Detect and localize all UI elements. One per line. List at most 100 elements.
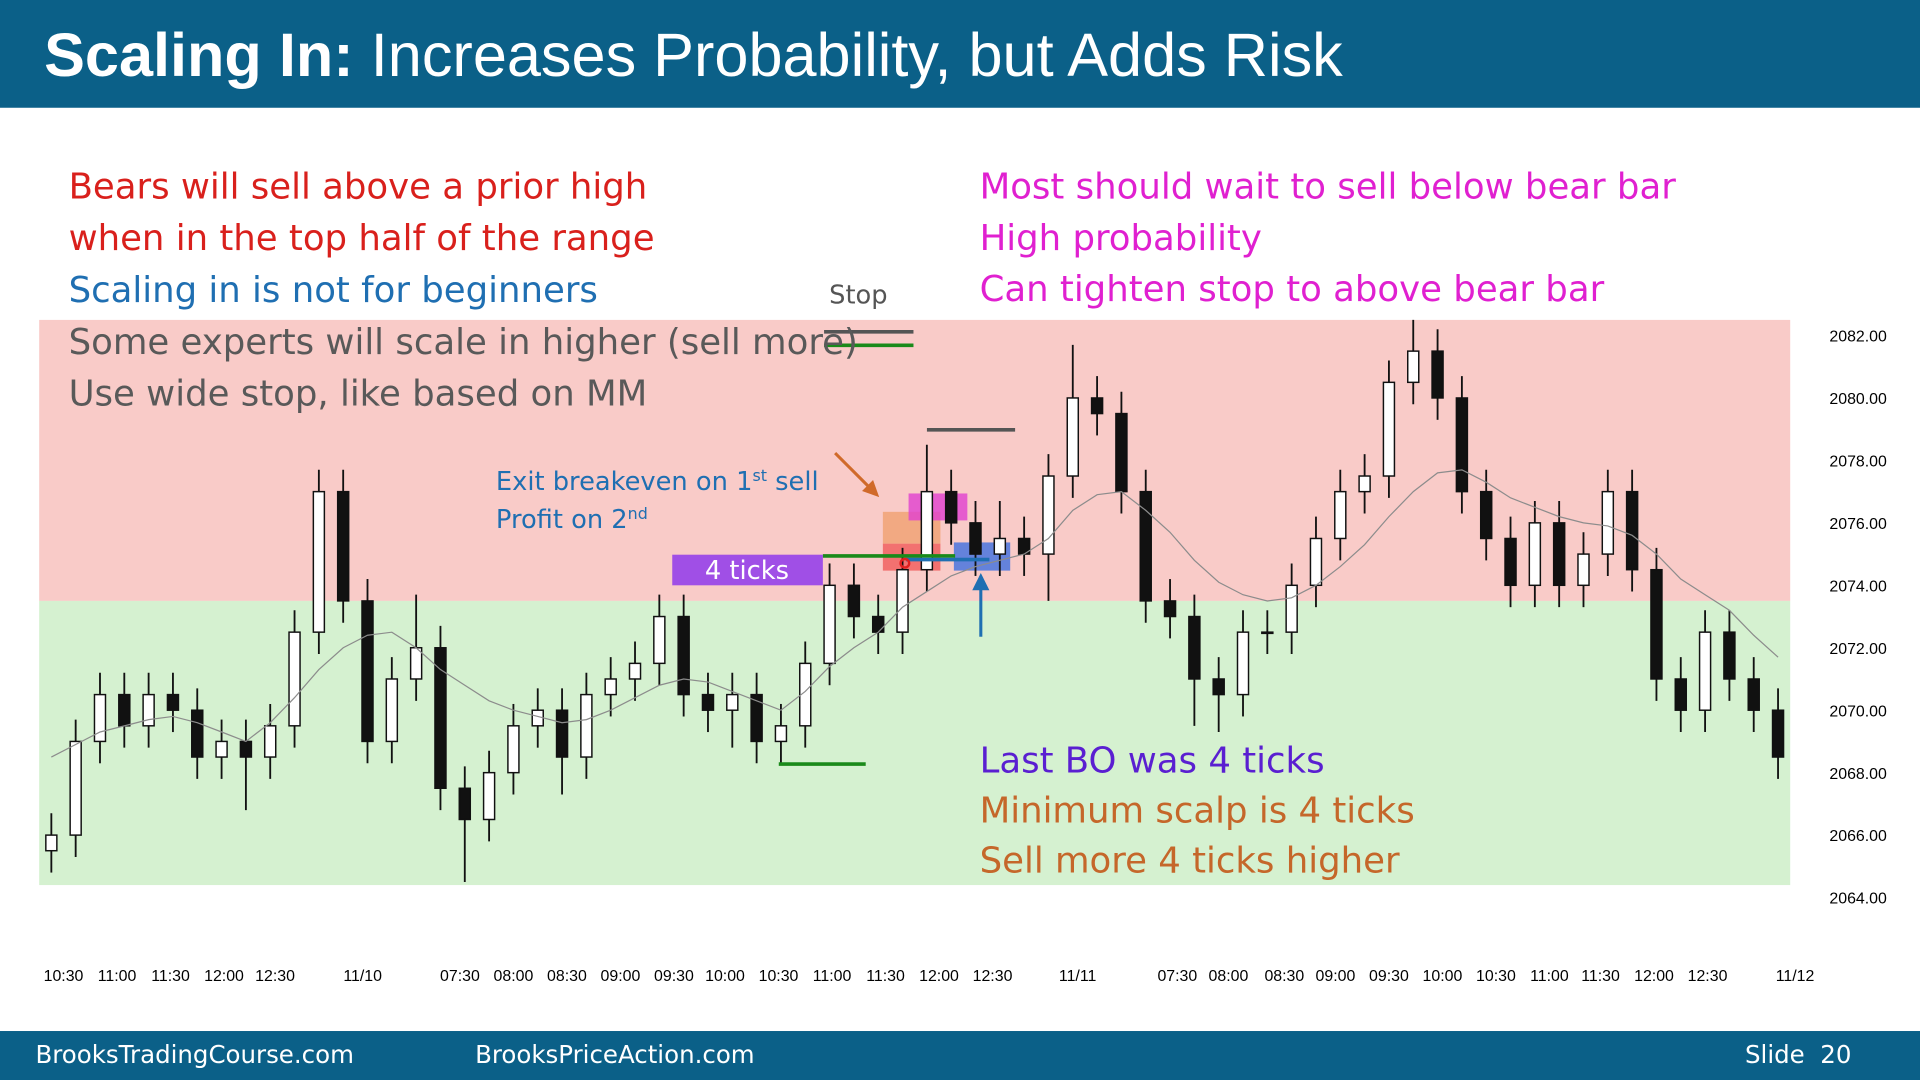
candle-body bbox=[920, 490, 934, 571]
candle-body bbox=[312, 490, 326, 633]
x-tick-label: 10:00 bbox=[705, 968, 745, 985]
candle-body bbox=[1139, 490, 1152, 602]
candle-body bbox=[726, 693, 739, 711]
title: Scaling In: Increases Probability, but Ad… bbox=[44, 21, 1343, 89]
title-bold: Scaling In: bbox=[44, 21, 354, 89]
x-tick-label: 10:00 bbox=[1423, 968, 1463, 985]
candle-body bbox=[1723, 631, 1736, 680]
candle-body bbox=[1285, 584, 1298, 633]
candle-body bbox=[191, 709, 204, 758]
candle-body bbox=[1188, 615, 1201, 680]
y-tick-label: 2082.00 bbox=[1829, 329, 1887, 346]
label-box bbox=[672, 554, 823, 586]
candle-body bbox=[69, 740, 82, 836]
candle-body bbox=[944, 490, 958, 524]
note-line: Some experts will scale in higher (sell … bbox=[69, 322, 858, 363]
note-line: Most should wait to sell below bear bar bbox=[980, 166, 1677, 207]
candle-body bbox=[1334, 490, 1347, 540]
x-tick-label: 10:30 bbox=[759, 968, 799, 985]
x-tick-label: 11/11 bbox=[1059, 968, 1097, 985]
x-tick-label: 11/12 bbox=[1776, 968, 1815, 985]
note-line: Last BO was 4 ticks bbox=[980, 741, 1325, 782]
x-tick-label: 10:30 bbox=[44, 968, 84, 985]
exit-note: Profit on 2nd bbox=[496, 503, 648, 535]
x-tick-label: 11:00 bbox=[1530, 968, 1569, 985]
x-tick-label: 09:30 bbox=[654, 968, 694, 985]
x-tick-label: 11:30 bbox=[866, 968, 905, 985]
candle-body bbox=[434, 647, 447, 789]
x-tick-label: 10:30 bbox=[1476, 968, 1516, 985]
four-ticks-label: 4 ticks bbox=[705, 556, 789, 586]
candle-body bbox=[288, 631, 301, 727]
candle-body bbox=[1042, 475, 1055, 555]
candle-body bbox=[409, 647, 423, 680]
candle-body bbox=[580, 693, 593, 758]
note-line: Bears will sell above a prior high bbox=[69, 166, 648, 207]
candle-body bbox=[1625, 490, 1639, 571]
candle-body bbox=[969, 522, 982, 555]
candle-body bbox=[1771, 709, 1785, 758]
candle-body bbox=[507, 725, 520, 774]
candle-body bbox=[142, 693, 155, 727]
y-tick-label: 2064.00 bbox=[1829, 891, 1887, 908]
candle-body bbox=[1504, 537, 1517, 587]
exit-note-text: Profit on 2 bbox=[496, 505, 628, 535]
candle-body bbox=[93, 693, 107, 743]
entry-dot bbox=[899, 557, 911, 569]
candle-body bbox=[385, 678, 399, 743]
candle-body bbox=[166, 693, 180, 711]
candle-body bbox=[458, 787, 472, 821]
candle-body bbox=[604, 678, 617, 696]
candle-body bbox=[1358, 475, 1371, 493]
x-tick-label: 11:00 bbox=[813, 968, 852, 985]
note-line: Use wide stop, like based on MM bbox=[69, 374, 648, 415]
zone bbox=[39, 600, 1791, 886]
candle-body bbox=[677, 615, 690, 696]
candle-body bbox=[653, 615, 666, 665]
note-line: Sell more 4 ticks higher bbox=[980, 840, 1400, 881]
title-rest: Increases Probability, but Adds Risk bbox=[371, 21, 1343, 89]
candle-body bbox=[263, 725, 277, 758]
candle-body bbox=[1407, 350, 1420, 384]
arrow-head bbox=[862, 480, 880, 498]
note-line: Can tighten stop to above bear bar bbox=[980, 269, 1605, 310]
x-tick-label: 12:00 bbox=[1634, 968, 1674, 985]
candle-body bbox=[1115, 412, 1128, 493]
candle-body bbox=[847, 584, 861, 618]
candle-body bbox=[823, 584, 836, 665]
candle-body bbox=[1066, 397, 1080, 477]
slide-number: Slide 20 bbox=[1745, 1040, 1851, 1069]
candle-body bbox=[1309, 537, 1323, 587]
note-line: Scaling in is not for beginners bbox=[69, 270, 598, 311]
x-tick-label: 12:30 bbox=[973, 968, 1013, 985]
candle-body bbox=[361, 600, 374, 743]
x-tick-label: 07:30 bbox=[1157, 968, 1197, 985]
x-tick-label: 09:00 bbox=[1316, 968, 1356, 985]
y-tick-label: 2070.00 bbox=[1829, 703, 1887, 720]
x-tick-label: 08:30 bbox=[547, 968, 587, 985]
superscript: nd bbox=[628, 503, 648, 522]
x-tick-label: 08:00 bbox=[1209, 968, 1249, 985]
candle-body bbox=[1698, 631, 1712, 711]
candle-body bbox=[896, 568, 909, 633]
candle-body bbox=[1382, 381, 1396, 477]
exit-note: Exit breakeven on 1st sell bbox=[496, 465, 819, 497]
candle-body bbox=[774, 725, 788, 743]
x-tick-label: 09:30 bbox=[1369, 968, 1409, 985]
stop-label: Stop bbox=[829, 281, 887, 311]
candle-body bbox=[993, 537, 1007, 555]
y-tick-label: 2074.00 bbox=[1829, 578, 1887, 595]
arrow-head bbox=[972, 573, 990, 591]
exit-note-text: Exit breakeven on 1 bbox=[496, 467, 753, 497]
y-tick-label: 2078.00 bbox=[1829, 454, 1887, 471]
candle-body bbox=[1747, 678, 1760, 711]
x-tick-label: 11:00 bbox=[98, 968, 137, 985]
x-tick-label: 07:30 bbox=[440, 968, 480, 985]
note-line: High probability bbox=[980, 218, 1262, 259]
candle-body bbox=[45, 834, 58, 852]
candle-body bbox=[239, 740, 253, 758]
candle-body bbox=[701, 693, 715, 711]
note-line: when in the top half of the range bbox=[69, 218, 655, 259]
candle-body bbox=[799, 662, 812, 727]
